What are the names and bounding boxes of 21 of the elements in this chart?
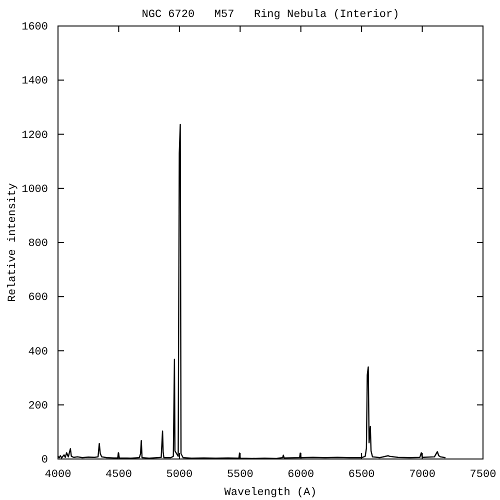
x-tick-label: 7500 xyxy=(470,468,496,481)
y-tick-label: 800 xyxy=(28,238,48,250)
y-tick-label: 200 xyxy=(28,400,48,412)
y-tick-label: 600 xyxy=(28,292,48,304)
y-tick-label: 1000 xyxy=(22,184,48,196)
x-axis-title: Wavelength (A) xyxy=(224,487,317,499)
line-series xyxy=(57,124,446,460)
y-tick-label: 1400 xyxy=(22,76,48,88)
y-axis-title: Relative intensity xyxy=(7,182,19,302)
x-tick-label: 5000 xyxy=(166,468,193,481)
x-tick-label: 4500 xyxy=(106,468,132,481)
x-tick-label: 6500 xyxy=(348,468,375,481)
y-tick-label: 1600 xyxy=(22,22,48,34)
x-tick-label: 7000 xyxy=(409,468,436,481)
x-tick-label: 4000 xyxy=(44,468,72,481)
y-tick-label: 400 xyxy=(28,346,48,358)
y-tick-label: 0 xyxy=(41,454,48,467)
chart-title: NGC 6720 M57 Ring Nebula (Interior) xyxy=(142,9,400,21)
x-tick-label: 5500 xyxy=(226,468,254,481)
y-tick-label: 1200 xyxy=(22,130,48,142)
x-tick-label: 6000 xyxy=(288,468,314,481)
